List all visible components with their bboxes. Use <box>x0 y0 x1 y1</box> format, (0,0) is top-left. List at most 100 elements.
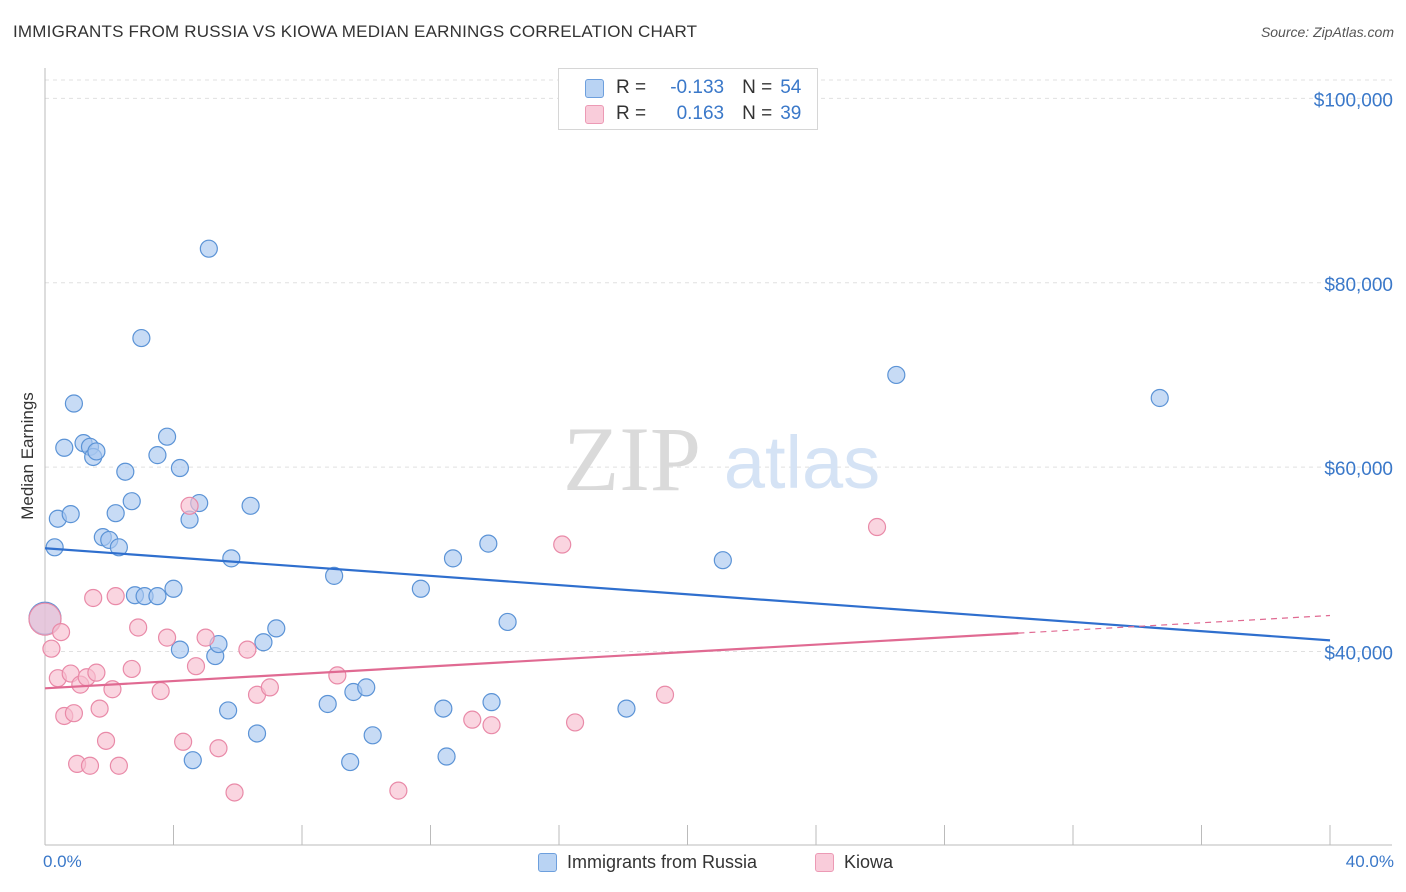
kiowa-point <box>84 588 103 608</box>
legend-label-russia: Immigrants from Russia <box>567 852 758 872</box>
kiowa-point <box>96 731 116 750</box>
kiowa-point <box>51 622 71 642</box>
kiowa-point <box>42 639 61 658</box>
legend-row-russia: R = -0.133 N = 54 <box>585 77 801 99</box>
kiowa-point <box>122 659 141 679</box>
russia-point <box>157 427 177 446</box>
russia-point <box>87 442 106 461</box>
russia-point <box>713 551 732 570</box>
russia-point <box>434 699 453 718</box>
russia-point <box>148 446 167 465</box>
kiowa-point <box>389 781 408 800</box>
russia-point <box>170 640 190 659</box>
russia-point <box>106 504 125 523</box>
kiowa-point <box>867 517 887 537</box>
russia-point <box>61 505 80 524</box>
kiowa-point <box>463 710 482 729</box>
russia-point <box>148 587 167 606</box>
legend-row-kiowa: R = 0.163 N = 39 <box>585 103 801 125</box>
series-legend: Immigrants from Russia Kiowa <box>0 852 1406 876</box>
kiowa-point <box>655 685 675 704</box>
russia-point <box>341 752 360 772</box>
russia-point <box>132 328 151 348</box>
kiowa-point <box>28 602 62 636</box>
kiowa-swatch <box>815 853 834 872</box>
kiowa-point <box>174 732 193 751</box>
russia-point <box>887 365 906 385</box>
y-tick-label: $40,000 <box>1324 643 1393 664</box>
russia-point <box>109 538 128 557</box>
kiowa-point <box>238 640 257 659</box>
russia-swatch <box>538 853 557 872</box>
russia-point <box>55 438 74 457</box>
russia-point <box>64 394 84 413</box>
y-tick-labels: $40,000 $60,000 $80,000 $100,000 <box>1314 90 1393 664</box>
russia-point <box>170 458 190 478</box>
russia-point <box>45 538 64 557</box>
r-value: -0.133 <box>670 77 725 98</box>
data-points <box>28 239 1169 802</box>
kiowa-point <box>151 681 170 701</box>
kiowa-point <box>328 666 347 685</box>
trend-line-kiowa-extrapolated <box>1018 614 1331 634</box>
russia-point <box>437 747 456 766</box>
russia-point <box>325 566 344 585</box>
watermark: ZIP atlas <box>563 408 880 510</box>
legend-label-kiowa: Kiowa <box>844 852 894 872</box>
source-credit: Source: ZipAtlas.com <box>1260 24 1394 40</box>
kiowa-point <box>260 678 279 697</box>
y-tick-label: $100,000 <box>1314 90 1393 111</box>
russia-point <box>411 579 430 598</box>
kiowa-point <box>225 783 244 802</box>
trend-line-russia <box>44 547 1331 642</box>
russia-point <box>617 699 636 718</box>
kiowa-point <box>180 496 199 515</box>
russia-point <box>164 579 183 598</box>
r-value: 0.163 <box>676 103 725 124</box>
kiowa-point <box>64 704 84 723</box>
kiowa-point <box>565 713 585 732</box>
n-label: N = <box>742 77 773 98</box>
kiowa-point <box>157 628 177 647</box>
kiowa-point <box>196 628 215 647</box>
kiowa-point <box>90 699 109 718</box>
russia-point <box>116 462 135 481</box>
kiowa-point <box>106 587 125 606</box>
watermark-zip: ZIP <box>563 408 701 510</box>
axes <box>44 68 1392 846</box>
correlation-legend: R = -0.133 N = 54 R = 0.163 N = 39 <box>558 68 818 130</box>
russia-point <box>254 633 273 652</box>
kiowa-point <box>553 535 572 554</box>
russia-point <box>479 534 498 553</box>
r-label: R = <box>616 77 647 98</box>
n-value: 39 <box>780 103 802 124</box>
kiowa-point <box>80 756 100 775</box>
russia-point <box>247 724 267 743</box>
kiowa-point <box>129 618 148 637</box>
y-tick-label: $60,000 <box>1324 459 1393 480</box>
russia-point <box>122 492 141 511</box>
y-tick-label: $80,000 <box>1324 275 1393 296</box>
kiowa-point <box>109 756 128 775</box>
kiowa-point <box>186 657 206 676</box>
r-label: R = <box>616 103 647 124</box>
russia-point <box>482 693 501 712</box>
x-tick-max: 40.0% <box>1345 852 1394 871</box>
russia-point <box>241 496 260 515</box>
russia-point <box>1150 388 1169 408</box>
russia-point <box>199 239 218 258</box>
chart-title: IMMIGRANTS FROM RUSSIA VS KIOWA MEDIAN E… <box>13 22 698 41</box>
russia-point <box>222 549 241 568</box>
trend-lines <box>44 547 1331 690</box>
watermark-atlas: atlas <box>724 421 880 504</box>
x-tick-min: 0.0% <box>43 852 82 871</box>
legend-item-russia[interactable]: Immigrants from Russia <box>538 852 757 873</box>
russia-point <box>183 751 202 770</box>
russia-point <box>498 612 517 632</box>
russia-point <box>443 549 463 568</box>
russia-point <box>267 619 286 638</box>
legend-item-kiowa[interactable]: Kiowa <box>815 852 893 873</box>
russia-point <box>357 678 376 697</box>
kiowa-point <box>87 663 106 682</box>
